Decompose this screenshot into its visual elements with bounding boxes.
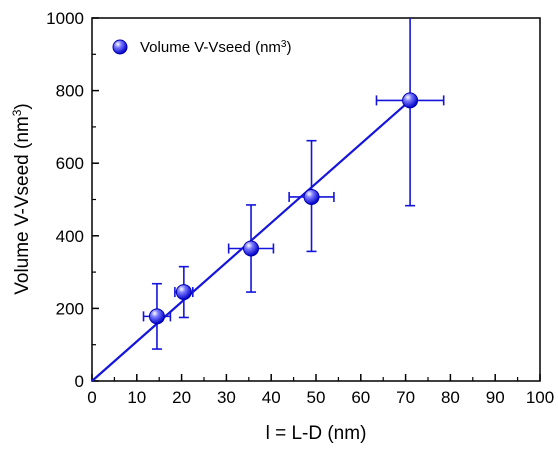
y-axis-title-tail: ) — [12, 103, 33, 109]
x-tick-label: 90 — [486, 388, 505, 407]
legend: Volume V-Vseed (nm3) — [112, 39, 291, 57]
y-tick-label: 0 — [75, 372, 84, 391]
x-tick-label: 80 — [441, 388, 460, 407]
error-bars-layer — [142, 18, 445, 350]
y-tick-label: 600 — [56, 154, 84, 173]
x-tick-label: 70 — [396, 388, 415, 407]
x-tick-label: 60 — [351, 388, 370, 407]
y-axis-ticks: 0 200 400 600 800 1000 — [46, 9, 99, 391]
y-tick-label: 200 — [56, 299, 84, 318]
data-point — [243, 240, 260, 257]
x-axis-ticks: 0 10 20 30 40 50 60 70 80 90 100 — [87, 374, 554, 407]
data-point — [303, 188, 320, 205]
y-tick-label: 400 — [56, 227, 84, 246]
legend-label-sup: 3 — [281, 39, 287, 50]
x-tick-label: 30 — [217, 388, 236, 407]
data-point — [148, 308, 165, 325]
x-tick-label: 20 — [172, 388, 191, 407]
x-tick-label: 10 — [127, 388, 146, 407]
data-points-layer — [148, 92, 419, 325]
data-point — [402, 92, 419, 109]
x-tick-label: 0 — [87, 388, 96, 407]
data-point — [175, 284, 192, 301]
legend-label-main: Volume V-Vseed (nm — [140, 39, 281, 56]
legend-label-tail: ) — [286, 39, 291, 56]
legend-label: Volume V-Vseed (nm3) — [140, 39, 291, 57]
y-tick-label: 800 — [56, 82, 84, 101]
x-tick-label: 100 — [526, 388, 554, 407]
x-tick-label: 40 — [262, 388, 281, 407]
x-axis-title: l = L-D (nm) — [266, 423, 367, 444]
y-axis-title: Volume V-Vseed (nm3) — [10, 103, 33, 295]
x-tick-label: 50 — [307, 388, 326, 407]
legend-marker — [112, 39, 128, 55]
y-axis-title-main: Volume V-Vseed (nm — [12, 116, 33, 294]
y-axis-title-sup: 3 — [10, 109, 24, 116]
y-tick-label: 1000 — [46, 9, 84, 28]
